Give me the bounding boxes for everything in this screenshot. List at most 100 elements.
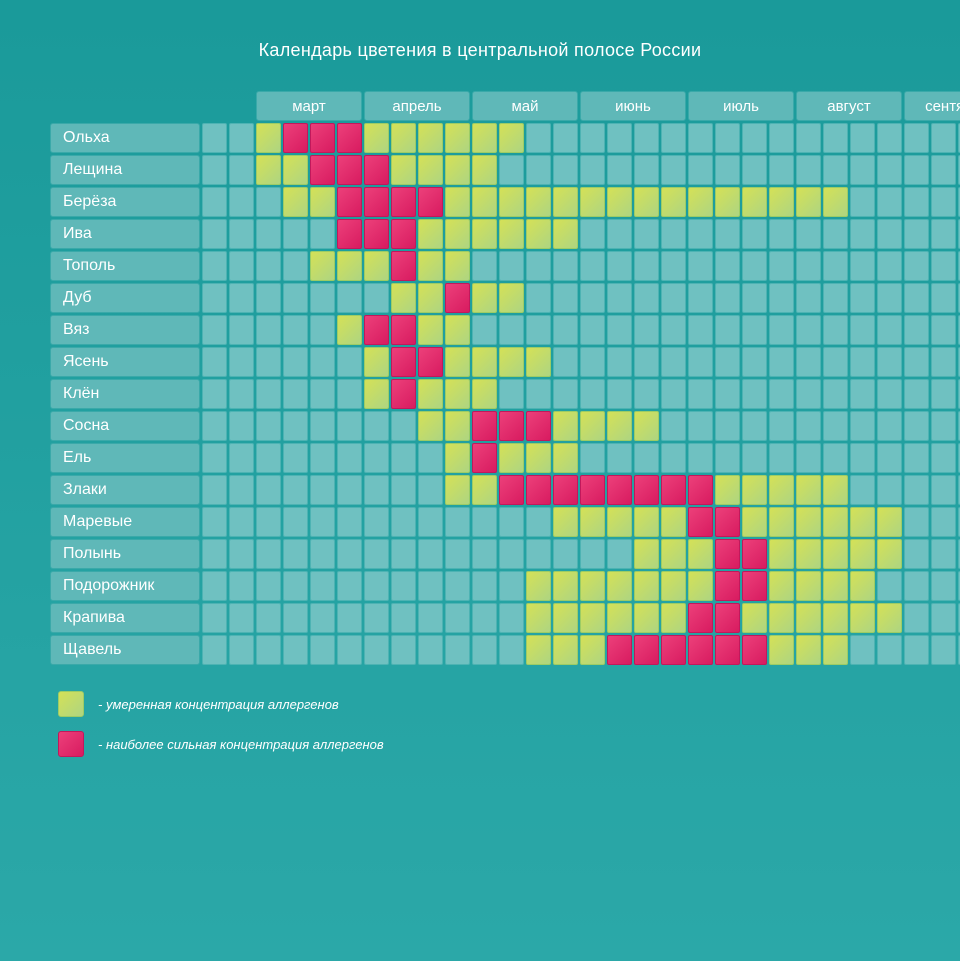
cell-moderate xyxy=(553,187,578,217)
cell-empty xyxy=(688,123,713,153)
cell-empty xyxy=(445,539,470,569)
cell-empty xyxy=(229,123,254,153)
cell-empty xyxy=(877,187,902,217)
cell-empty xyxy=(850,283,875,313)
cell-empty xyxy=(850,315,875,345)
cell-empty xyxy=(634,283,659,313)
cell-empty xyxy=(634,219,659,249)
cell-empty xyxy=(580,251,605,281)
cell-moderate xyxy=(445,155,470,185)
row-label: Злаки xyxy=(50,475,200,505)
cell-empty xyxy=(607,251,632,281)
cell-moderate xyxy=(634,603,659,633)
cell-moderate xyxy=(796,603,821,633)
cell-empty xyxy=(310,443,335,473)
cell-empty xyxy=(634,347,659,377)
cell-moderate xyxy=(472,219,497,249)
cell-high xyxy=(688,507,713,537)
cell-empty xyxy=(904,347,929,377)
cell-empty xyxy=(823,123,848,153)
cell-empty xyxy=(796,251,821,281)
cell-empty xyxy=(337,635,362,665)
cell-moderate xyxy=(445,219,470,249)
cell-empty xyxy=(796,123,821,153)
cell-empty xyxy=(364,507,389,537)
cell-empty xyxy=(904,507,929,537)
cell-moderate xyxy=(391,155,416,185)
legend-text-moderate: - умеренная концентрация аллергенов xyxy=(98,697,339,712)
cell-empty xyxy=(391,603,416,633)
cell-moderate xyxy=(823,539,848,569)
cell-empty xyxy=(769,347,794,377)
cell-moderate xyxy=(823,187,848,217)
cell-empty xyxy=(769,219,794,249)
cell-empty xyxy=(769,283,794,313)
cell-empty xyxy=(850,443,875,473)
cell-empty xyxy=(202,475,227,505)
cell-empty xyxy=(742,411,767,441)
cell-empty xyxy=(553,123,578,153)
cell-empty xyxy=(256,251,281,281)
cell-high xyxy=(742,635,767,665)
cell-empty xyxy=(661,443,686,473)
cell-empty xyxy=(850,347,875,377)
cell-high xyxy=(364,187,389,217)
cell-empty xyxy=(202,379,227,409)
cell-empty xyxy=(283,571,308,601)
cell-empty xyxy=(310,571,335,601)
cell-empty xyxy=(283,443,308,473)
cell-empty xyxy=(877,379,902,409)
cell-empty xyxy=(715,283,740,313)
cell-moderate xyxy=(661,603,686,633)
cell-empty xyxy=(229,507,254,537)
cell-moderate xyxy=(742,475,767,505)
cell-empty xyxy=(823,347,848,377)
cell-empty xyxy=(310,603,335,633)
cell-moderate xyxy=(364,347,389,377)
cell-empty xyxy=(229,539,254,569)
cell-empty xyxy=(283,539,308,569)
cell-empty xyxy=(445,507,470,537)
month-header: июнь xyxy=(580,91,686,121)
cell-empty xyxy=(553,283,578,313)
cell-empty xyxy=(877,315,902,345)
cell-moderate xyxy=(850,603,875,633)
cell-empty xyxy=(337,347,362,377)
cell-empty xyxy=(202,603,227,633)
cell-moderate xyxy=(607,187,632,217)
cell-empty xyxy=(256,571,281,601)
cell-moderate xyxy=(445,411,470,441)
cell-empty xyxy=(796,411,821,441)
cell-moderate xyxy=(499,347,524,377)
cell-empty xyxy=(364,539,389,569)
cell-high xyxy=(418,187,443,217)
cell-moderate xyxy=(526,603,551,633)
row-label: Крапива xyxy=(50,603,200,633)
cell-empty xyxy=(310,539,335,569)
cell-empty xyxy=(202,155,227,185)
legend-row-moderate: - умеренная концентрация аллергенов xyxy=(58,691,910,717)
cell-empty xyxy=(283,283,308,313)
cell-empty xyxy=(661,315,686,345)
cell-empty xyxy=(931,443,956,473)
cell-moderate xyxy=(634,539,659,569)
cell-moderate xyxy=(553,507,578,537)
cell-high xyxy=(391,251,416,281)
cell-moderate xyxy=(553,603,578,633)
cell-moderate xyxy=(418,315,443,345)
cell-empty xyxy=(715,219,740,249)
cell-empty xyxy=(823,283,848,313)
row-label: Ель xyxy=(50,443,200,473)
cell-empty xyxy=(931,315,956,345)
cell-empty xyxy=(850,379,875,409)
cell-empty xyxy=(553,379,578,409)
cell-high xyxy=(742,571,767,601)
cell-empty xyxy=(229,155,254,185)
month-header: август xyxy=(796,91,902,121)
cell-high xyxy=(364,219,389,249)
cell-empty xyxy=(661,411,686,441)
cell-high xyxy=(634,635,659,665)
cell-moderate xyxy=(418,379,443,409)
cell-empty xyxy=(364,283,389,313)
cell-empty xyxy=(580,155,605,185)
